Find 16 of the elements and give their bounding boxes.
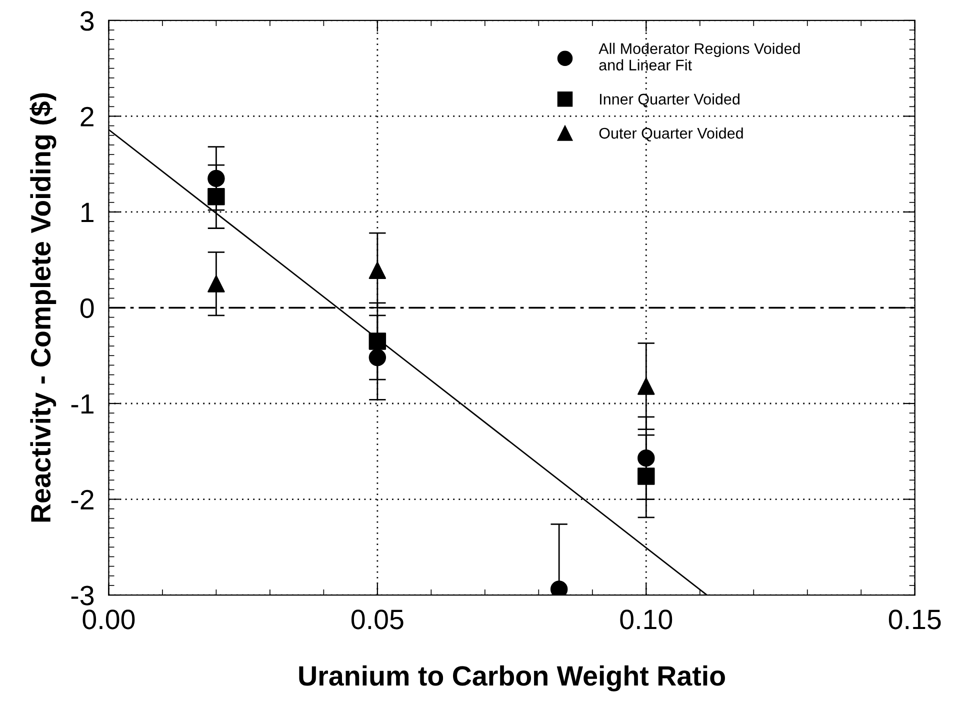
x-tick-label: 0.00 xyxy=(82,610,135,630)
x-tick-label: 0.10 xyxy=(620,610,672,630)
legend-label: Outer Quarter Voided xyxy=(599,127,743,142)
legend-label: All Moderator Regions Voided and Linear Fit xyxy=(598,42,800,70)
x-tick-label: 0.05 xyxy=(351,610,404,630)
y-axis-title: Reactivity - Complete Voiding ($) xyxy=(30,93,56,522)
y-tick-label: 3 xyxy=(80,11,94,31)
y-tick-label: 1 xyxy=(81,202,94,222)
y-tick-label: 2 xyxy=(80,106,94,126)
y-tick-label: -3 xyxy=(71,586,94,606)
x-tick-label: 0.15 xyxy=(888,610,941,630)
y-tick-label: -2 xyxy=(71,490,94,510)
x-axis-title: Uranium to Carbon Weight Ratio xyxy=(299,665,725,692)
y-tick-label: -1 xyxy=(71,394,94,414)
y-tick-label: 0 xyxy=(80,298,94,318)
legend-label: Inner Quarter Voided xyxy=(600,93,740,108)
